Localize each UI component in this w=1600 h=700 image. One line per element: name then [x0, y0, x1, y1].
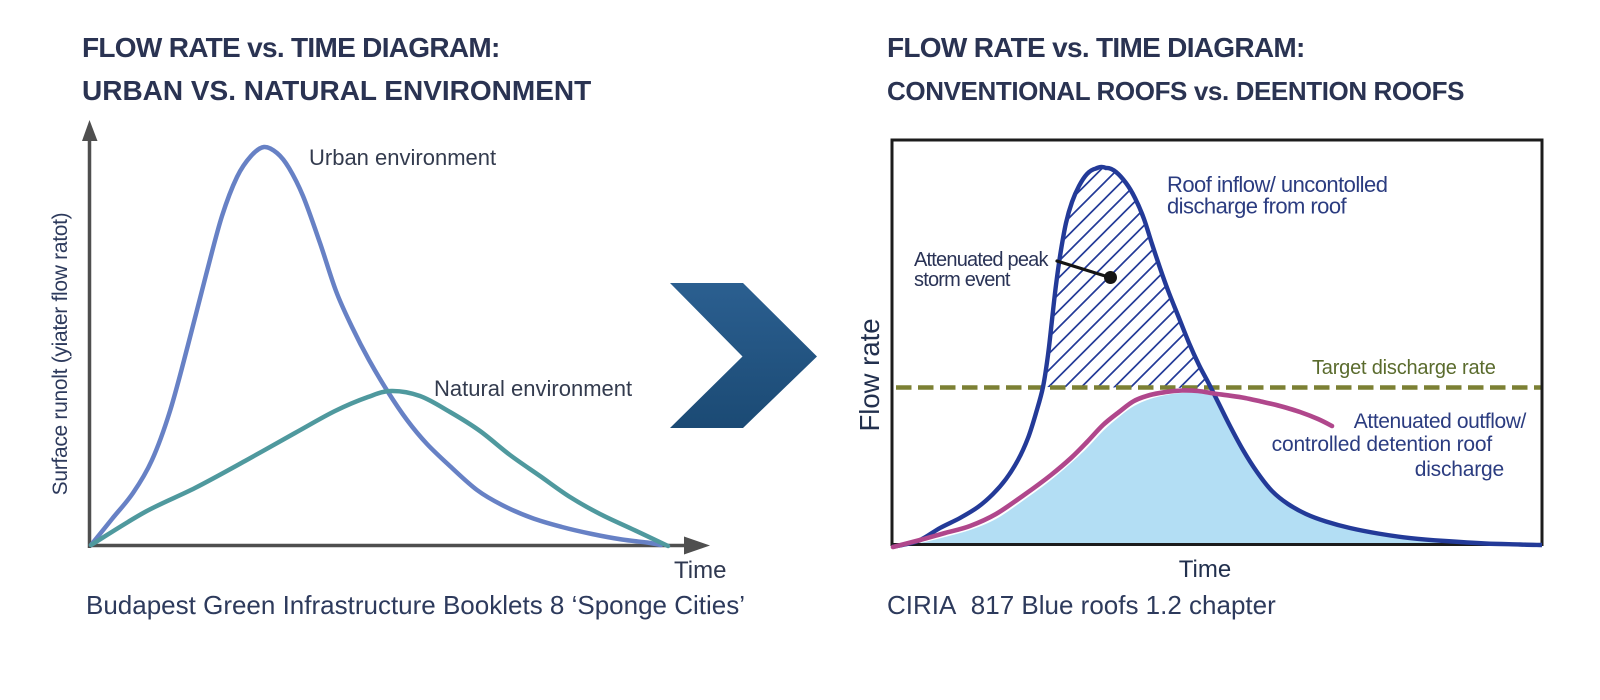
svg-text:discharge from roof: discharge from roof [1167, 194, 1348, 219]
svg-text:Time: Time [674, 557, 726, 584]
svg-text:Budapest Green Infrastructure: Budapest Green Infrastructure Booklets 8… [86, 590, 745, 620]
svg-text:Surface runolt (yiater flow ra: Surface runolt (yiater flow ratot) [49, 213, 72, 496]
svg-text:Urban environment: Urban environment [309, 145, 496, 170]
svg-text:Attenuated outflow/: Attenuated outflow/ [1354, 410, 1527, 433]
svg-text:Target discharge rate: Target discharge rate [1312, 357, 1496, 379]
svg-text:CIRIA 817 Blue roofs 1.2 chap: CIRIA 817 Blue roofs 1.2 chapter [887, 590, 1276, 620]
svg-text:storm event: storm event [914, 269, 1011, 291]
svg-text:FLOW RATE vs. TIME DIAGRAM:: FLOW RATE vs. TIME DIAGRAM: [82, 32, 500, 63]
svg-text:URBAN VS. NATURAL ENVIRONMENT: URBAN VS. NATURAL ENVIRONMENT [82, 75, 591, 106]
svg-text:discharge: discharge [1415, 458, 1504, 481]
svg-text:Roof inflow/ uncontolled: Roof inflow/ uncontolled [1167, 172, 1387, 197]
svg-text:Flow rate: Flow rate [854, 318, 885, 431]
svg-text:Natural environment: Natural environment [434, 376, 632, 401]
svg-text:Time: Time [1179, 556, 1231, 583]
svg-text:Attenuated peak: Attenuated peak [914, 249, 1049, 271]
svg-text:FLOW RATE vs. TIME DIAGRAM:: FLOW RATE vs. TIME DIAGRAM: [887, 32, 1305, 63]
svg-text:controlled detention roof: controlled detention roof [1272, 433, 1493, 456]
svg-text:CONVENTIONAL ROOFS vs. DEENTIO: CONVENTIONAL ROOFS vs. DEENTION ROOFS [887, 76, 1464, 106]
